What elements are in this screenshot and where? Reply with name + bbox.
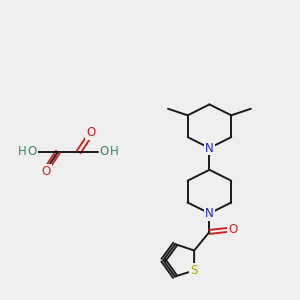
Text: H: H xyxy=(18,146,27,158)
Text: O: O xyxy=(86,126,95,139)
Text: O: O xyxy=(100,146,109,158)
Text: H: H xyxy=(110,146,119,158)
Text: O: O xyxy=(228,223,238,236)
Text: O: O xyxy=(28,146,37,158)
Text: N: N xyxy=(205,142,214,154)
Text: S: S xyxy=(190,264,198,277)
Text: O: O xyxy=(41,165,51,178)
Text: N: N xyxy=(205,207,214,220)
